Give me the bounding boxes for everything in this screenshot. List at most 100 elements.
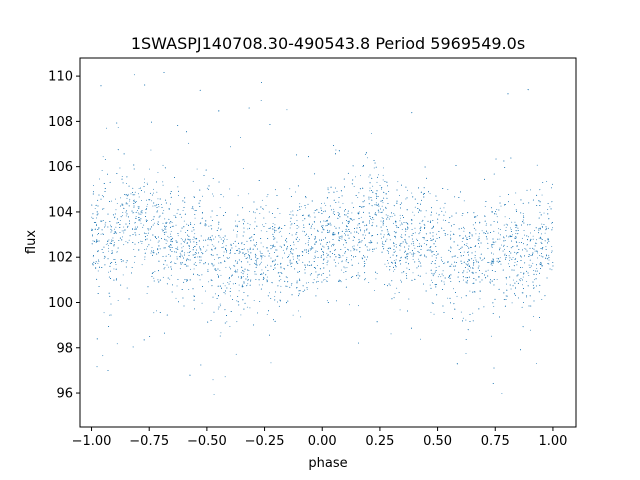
data-point [335, 300, 337, 302]
data-point [96, 366, 98, 368]
data-point [510, 252, 512, 254]
data-point [238, 284, 240, 286]
data-point [254, 273, 256, 275]
data-point [229, 326, 231, 327]
data-point [317, 257, 319, 258]
data-point [533, 248, 535, 250]
data-point [411, 253, 413, 255]
data-point [275, 263, 276, 265]
data-point [305, 243, 307, 245]
data-point [121, 176, 123, 178]
data-point [394, 214, 396, 216]
data-point [430, 311, 432, 313]
data-point [220, 228, 222, 230]
data-point [249, 256, 251, 258]
data-point [156, 204, 157, 206]
data-point [224, 376, 226, 378]
data-point [362, 221, 364, 223]
data-point [169, 278, 171, 280]
data-point [236, 236, 238, 238]
data-point [272, 260, 274, 262]
data-point [388, 233, 389, 235]
data-point [414, 247, 416, 249]
data-point [510, 247, 512, 249]
data-point [387, 259, 388, 261]
data-point [224, 293, 226, 295]
data-point [105, 221, 107, 223]
data-point [176, 256, 178, 258]
data-point [290, 266, 292, 268]
data-point [364, 231, 365, 233]
data-point [255, 279, 257, 280]
data-point [429, 193, 431, 195]
data-point [382, 174, 384, 176]
data-point [197, 256, 199, 258]
data-point [538, 228, 540, 229]
data-point [450, 230, 452, 232]
data-point [468, 251, 470, 253]
data-point [399, 224, 401, 226]
data-point [520, 260, 522, 261]
data-point [496, 257, 498, 259]
data-point [141, 200, 142, 201]
data-point [114, 213, 116, 215]
data-point [342, 203, 344, 204]
data-point [275, 249, 277, 251]
data-point [541, 223, 543, 225]
data-point [427, 249, 429, 251]
data-point [129, 198, 131, 200]
data-point [505, 230, 507, 232]
data-point [339, 281, 341, 282]
data-point [541, 226, 543, 228]
data-point [387, 262, 389, 264]
data-point [238, 250, 240, 252]
data-point [133, 212, 135, 214]
data-point [528, 264, 530, 266]
data-point [129, 235, 131, 237]
data-point [525, 248, 527, 250]
data-point [111, 230, 113, 232]
data-point [230, 146, 231, 148]
data-point [423, 223, 425, 225]
data-point [217, 227, 219, 229]
data-point [359, 229, 361, 231]
data-point [272, 233, 274, 235]
data-point [401, 184, 402, 186]
data-point [515, 235, 516, 237]
data-point [407, 189, 408, 191]
data-point [186, 279, 188, 280]
data-point [274, 224, 276, 226]
data-point [238, 290, 240, 292]
data-point [243, 271, 245, 273]
data-point [430, 214, 432, 216]
data-point [133, 199, 135, 201]
data-point [184, 240, 186, 242]
data-point [297, 210, 299, 211]
data-point [326, 197, 328, 199]
data-point [326, 256, 328, 258]
data-point [325, 280, 327, 282]
data-point [399, 260, 401, 261]
data-point [383, 234, 385, 236]
data-point [199, 246, 201, 248]
data-point [174, 251, 176, 253]
data-point [471, 234, 473, 236]
data-point [208, 281, 210, 283]
data-point [437, 276, 439, 278]
data-point [493, 253, 494, 255]
data-point [222, 237, 224, 239]
data-point [329, 241, 331, 243]
data-point [209, 239, 211, 241]
data-point [262, 224, 263, 226]
data-point [224, 285, 226, 287]
data-point [473, 212, 475, 214]
data-point [376, 273, 378, 274]
data-point [188, 244, 190, 246]
data-point [173, 215, 175, 216]
data-point [398, 292, 400, 294]
data-point [285, 285, 287, 287]
data-point [363, 206, 365, 208]
data-point [104, 223, 106, 225]
data-point [248, 193, 250, 195]
